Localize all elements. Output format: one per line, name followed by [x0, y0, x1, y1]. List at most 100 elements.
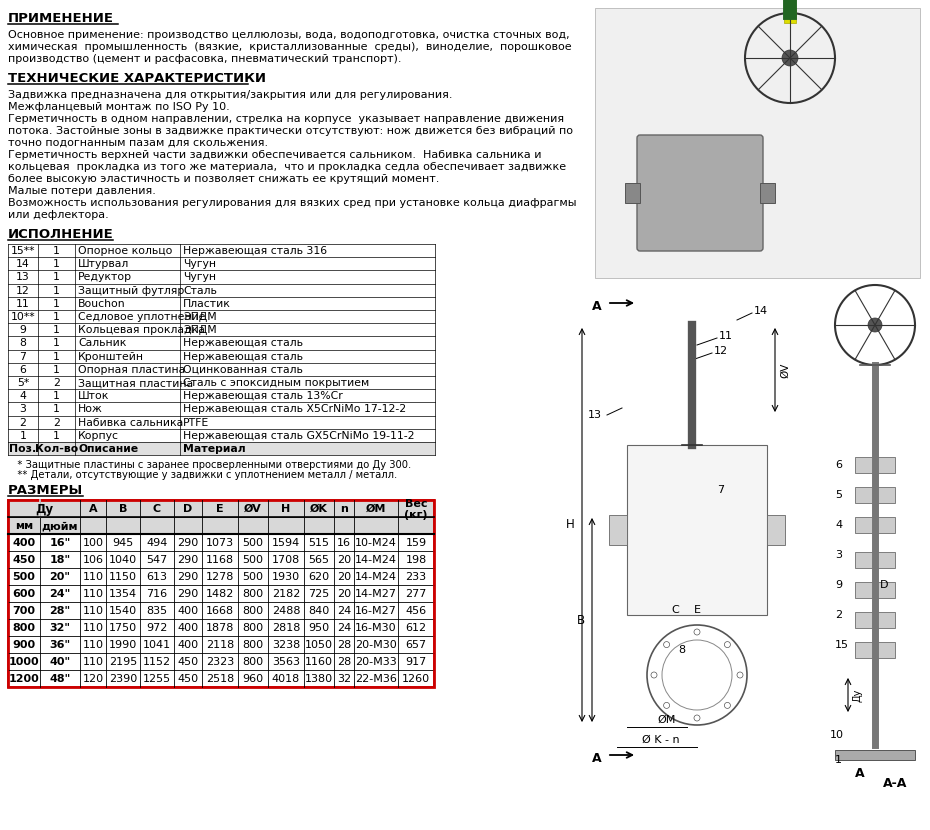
Text: 20: 20 — [337, 572, 351, 582]
Text: 2118: 2118 — [206, 640, 234, 650]
Text: точно подогнанным пазам для скольжения.: точно подогнанным пазам для скольжения. — [8, 138, 268, 148]
Text: B: B — [119, 504, 127, 515]
Text: 1200: 1200 — [8, 674, 39, 684]
Text: 16: 16 — [337, 538, 351, 548]
Text: дюйм: дюйм — [42, 521, 78, 531]
Text: Сталь: Сталь — [183, 286, 217, 295]
Text: Герметичность верхней части задвижки обеспечивается сальником.  Набивка сальника: Герметичность верхней части задвижки обе… — [8, 150, 541, 160]
Text: 800: 800 — [243, 606, 263, 616]
Text: Поз.: Поз. — [9, 444, 36, 454]
Text: 4: 4 — [835, 520, 843, 530]
Bar — [8, 349, 435, 363]
Bar — [784, 8, 796, 23]
Bar — [8, 416, 435, 429]
Text: 28: 28 — [337, 640, 352, 650]
Text: 22-M36: 22-M36 — [355, 674, 397, 684]
Text: Кольцевая прокладка: Кольцевая прокладка — [78, 325, 205, 335]
Text: 20: 20 — [337, 589, 351, 599]
Text: 1: 1 — [53, 352, 60, 362]
Text: 3: 3 — [20, 404, 26, 414]
Text: 10: 10 — [830, 730, 844, 740]
Text: 14-M27: 14-M27 — [355, 589, 397, 599]
Text: Редуктор: Редуктор — [78, 272, 132, 282]
Text: 12: 12 — [16, 286, 30, 295]
Bar — [835, 750, 915, 760]
Text: 20": 20" — [49, 572, 71, 582]
Text: H: H — [566, 519, 575, 531]
Text: ØV: ØV — [780, 363, 790, 378]
FancyBboxPatch shape — [595, 8, 920, 278]
Text: 500: 500 — [243, 572, 263, 582]
Text: Седловое уплотнение: Седловое уплотнение — [78, 312, 206, 322]
Text: 290: 290 — [178, 589, 199, 599]
Text: 950: 950 — [309, 623, 329, 633]
Circle shape — [651, 672, 657, 678]
Text: 110: 110 — [83, 606, 103, 616]
Bar — [8, 670, 434, 687]
Bar — [8, 389, 435, 403]
Text: 960: 960 — [243, 674, 263, 684]
Text: 20-M30: 20-M30 — [355, 640, 397, 650]
Text: 18": 18" — [49, 555, 71, 565]
Text: 10**: 10** — [10, 312, 35, 322]
Text: Ду: Ду — [35, 503, 53, 515]
Text: A: A — [856, 766, 865, 779]
Text: 11: 11 — [719, 331, 733, 341]
Text: Опорное кольцо: Опорное кольцо — [78, 247, 172, 256]
Text: 24: 24 — [337, 606, 352, 616]
Bar — [8, 603, 434, 619]
Text: 1: 1 — [53, 391, 60, 401]
Text: 13: 13 — [588, 410, 602, 420]
Bar — [609, 515, 627, 545]
Text: мм: мм — [15, 521, 33, 531]
Text: 2518: 2518 — [206, 674, 234, 684]
Text: 612: 612 — [405, 623, 427, 633]
Text: 3: 3 — [835, 550, 842, 560]
Text: Нержавеющая сталь 13%Cr: Нержавеющая сталь 13%Cr — [183, 391, 343, 401]
Text: 1: 1 — [53, 272, 60, 282]
Text: 6: 6 — [835, 460, 842, 470]
Text: Набивка сальника: Набивка сальника — [78, 417, 183, 427]
Text: 40": 40" — [49, 657, 71, 667]
Bar — [8, 376, 435, 389]
Bar — [8, 429, 435, 442]
Text: 494: 494 — [146, 538, 167, 548]
Text: Нержавеющая сталь X5CrNiMo 17-12-2: Нержавеющая сталь X5CrNiMo 17-12-2 — [183, 404, 406, 414]
Text: A-A: A-A — [883, 777, 907, 789]
Text: 233: 233 — [405, 572, 427, 582]
Text: Задвижка предназначена для открытия/закрытия или для регулирования.: Задвижка предназначена для открытия/закр… — [8, 90, 453, 100]
Text: 1990: 1990 — [109, 640, 137, 650]
Text: 15**: 15** — [11, 247, 35, 256]
Text: 1: 1 — [53, 431, 60, 441]
Text: Чугун: Чугун — [183, 272, 216, 282]
Bar — [8, 551, 434, 569]
Bar — [855, 487, 895, 503]
Bar — [8, 323, 435, 336]
Text: 840: 840 — [309, 606, 329, 616]
Text: Кронштейн: Кронштейн — [78, 352, 144, 362]
Text: Малые потери давления.: Малые потери давления. — [8, 186, 156, 196]
Text: 1152: 1152 — [143, 657, 171, 667]
Bar — [627, 445, 767, 615]
Text: ** Детали, отсутствующие у задвижки с уплотнением металл / металл.: ** Детали, отсутствующие у задвижки с уп… — [8, 471, 397, 481]
Text: ЭПДМ: ЭПДМ — [183, 325, 217, 335]
Text: 10-M24: 10-M24 — [355, 538, 397, 548]
Text: 1000: 1000 — [8, 657, 39, 667]
Text: 1160: 1160 — [305, 657, 333, 667]
Text: 3563: 3563 — [272, 657, 300, 667]
Text: E: E — [694, 605, 700, 615]
Text: ØM: ØM — [365, 504, 386, 515]
Text: 1708: 1708 — [272, 555, 300, 565]
Text: D: D — [880, 580, 888, 590]
Text: 1930: 1930 — [272, 572, 300, 582]
Text: A: A — [592, 752, 602, 765]
Text: ØM: ØM — [657, 715, 675, 725]
Text: 16": 16" — [49, 538, 71, 548]
Text: 835: 835 — [146, 606, 167, 616]
Text: B: B — [577, 613, 585, 627]
Text: 2323: 2323 — [206, 657, 234, 667]
Circle shape — [782, 50, 798, 66]
Text: РАЗМЕРЫ: РАЗМЕРЫ — [8, 484, 84, 497]
Text: Защитный футляр: Защитный футляр — [78, 286, 184, 295]
Text: 1354: 1354 — [109, 589, 137, 599]
